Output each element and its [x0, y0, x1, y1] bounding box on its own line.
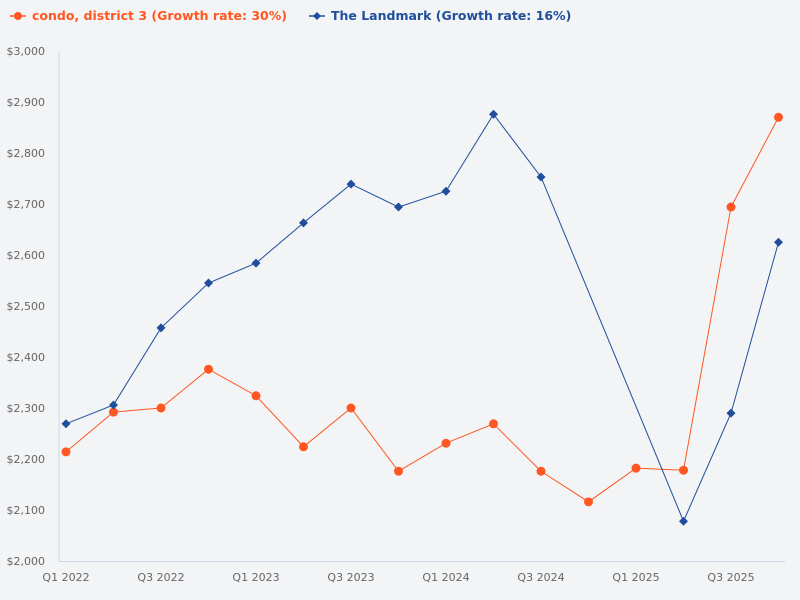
diamond-marker-icon [308, 11, 325, 20]
data-point [536, 172, 546, 182]
y-tick-label: $2,500 [7, 300, 46, 313]
y-tick-label: $2,200 [7, 453, 46, 466]
x-tick-label: Q3 2022 [137, 571, 184, 584]
y-tick-label: $3,000 [7, 45, 46, 58]
y-tick-label: $2,700 [7, 198, 46, 211]
data-point [204, 364, 213, 374]
data-point [394, 466, 403, 476]
data-point [299, 218, 308, 228]
legend-label: The Landmark (Growth rate: 16%) [330, 8, 572, 23]
legend: condo, district 3 (Growth rate: 30%) The … [10, 8, 571, 23]
data-point [679, 516, 688, 526]
y-tick-label: $2,400 [7, 351, 46, 364]
data-point [726, 408, 736, 418]
x-tick-label: Q1 2022 [42, 571, 89, 584]
data-point [489, 419, 498, 429]
data-point [489, 109, 498, 119]
data-point [584, 497, 593, 507]
data-point [299, 442, 308, 452]
data-point [109, 400, 118, 410]
y-tick-label: $2,800 [7, 147, 46, 160]
data-point [61, 447, 71, 457]
x-tick-label: Q1 2023 [232, 571, 279, 584]
y-tick-label: $2,000 [7, 555, 46, 568]
data-point [726, 202, 736, 212]
data-point [394, 202, 403, 212]
data-point [441, 438, 451, 448]
data-point [631, 463, 641, 473]
data-point [204, 278, 213, 288]
series-line-0 [65, 117, 779, 503]
x-tick-label: Q3 2025 [707, 571, 754, 584]
data-point [346, 179, 356, 189]
data-point [774, 112, 783, 122]
series-line-1 [65, 113, 779, 523]
y-tick-label: $2,900 [7, 96, 46, 109]
legend-item[interactable]: The Landmark (Growth rate: 16%) [308, 8, 572, 23]
x-tick-label: Q3 2024 [517, 571, 564, 584]
y-tick-label: $2,300 [7, 402, 46, 415]
data-point [679, 465, 688, 475]
data-point [251, 258, 261, 268]
x-tick-label: Q1 2024 [422, 571, 469, 584]
data-point [774, 237, 783, 247]
data-point [109, 407, 118, 417]
x-tick-label: Q1 2025 [612, 571, 659, 584]
data-point [61, 419, 71, 429]
data-point [156, 403, 166, 413]
circle-marker-icon [10, 11, 26, 20]
data-point [156, 323, 166, 333]
legend-item[interactable]: condo, district 3 (Growth rate: 30%) [10, 8, 287, 23]
y-tick-label: $2,100 [7, 504, 46, 517]
y-tick-label: $2,600 [7, 249, 46, 262]
legend-label: condo, district 3 (Growth rate: 30%) [32, 8, 287, 23]
data-point [251, 391, 261, 401]
x-tick-label: Q3 2023 [327, 571, 374, 584]
data-point [346, 403, 356, 413]
data-point [536, 466, 546, 476]
data-point [441, 186, 451, 196]
